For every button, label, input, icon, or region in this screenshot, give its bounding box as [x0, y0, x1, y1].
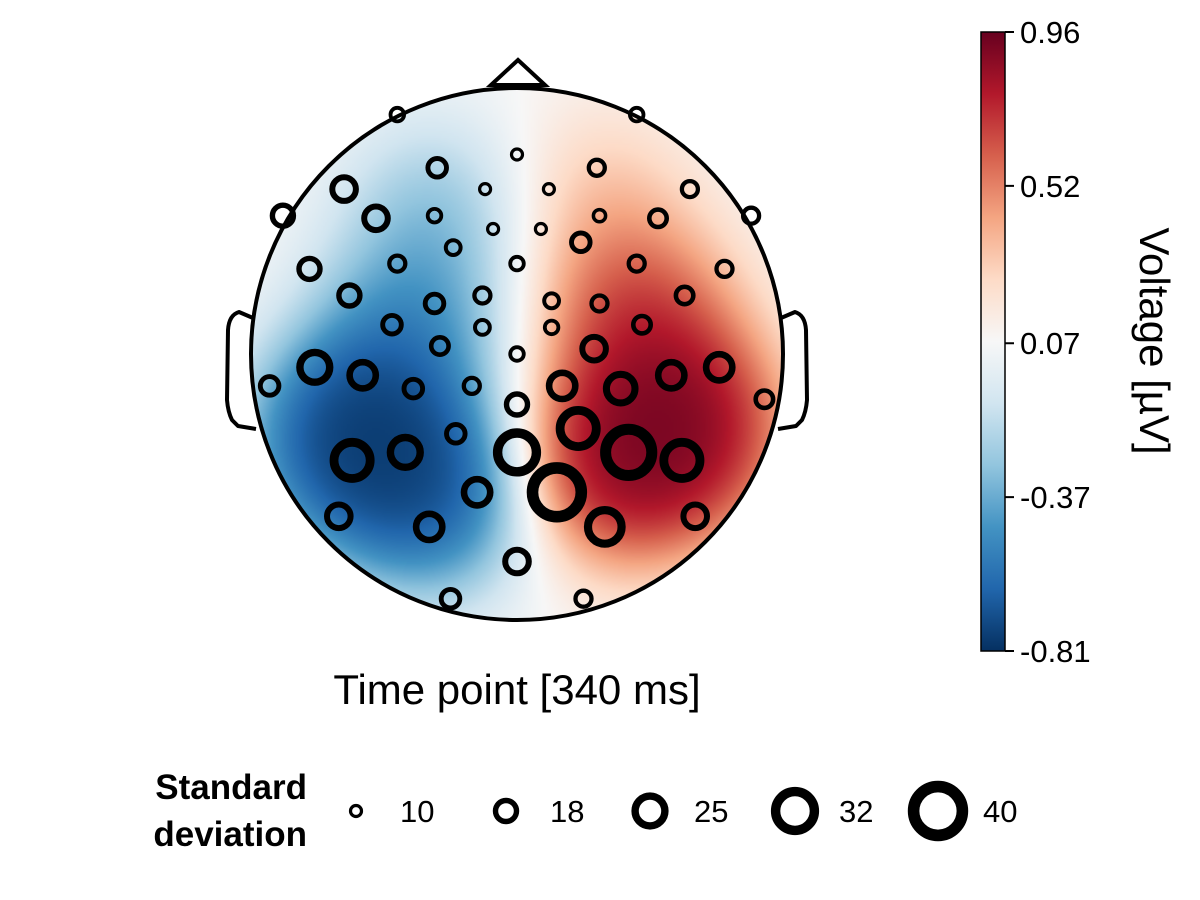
voltage-field — [251, 88, 783, 620]
electrode-marker — [628, 105, 646, 124]
electrode-marker — [324, 501, 354, 532]
colorbar-tick-label: -0.81 — [1020, 634, 1091, 669]
electrode-marker — [388, 105, 407, 124]
right-ear-outline — [777, 310, 809, 431]
electrode-marker — [583, 506, 626, 548]
electrode-marker — [438, 586, 463, 611]
electrode-marker — [486, 221, 501, 237]
electrode-marker — [602, 370, 639, 407]
electrode-marker — [753, 388, 776, 411]
electrode-marker — [257, 374, 282, 398]
legend-marker — [492, 797, 520, 825]
electrode-markers — [257, 105, 776, 611]
electrode-marker — [478, 182, 493, 197]
legend-title-line1: Standard — [155, 768, 307, 807]
electrode-marker — [296, 255, 323, 283]
colorbar-tick-label: -0.37 — [1020, 480, 1091, 515]
electrode-marker — [673, 284, 696, 307]
electrode-marker — [600, 423, 658, 481]
legend-label: 18 — [550, 794, 584, 829]
nose-outline — [485, 57, 551, 87]
electrode-marker — [336, 282, 363, 309]
legend-label: 32 — [839, 794, 873, 829]
electrode-marker — [380, 312, 404, 337]
electrode-marker — [740, 205, 762, 226]
electrode-marker — [508, 254, 526, 273]
electrode-marker — [569, 230, 593, 255]
electrode-marker — [346, 358, 380, 392]
electrode-marker — [646, 207, 669, 230]
electrode-marker — [714, 258, 735, 280]
electrode-marker — [401, 376, 426, 401]
electrode-marker — [542, 318, 561, 337]
voltage-field-image — [251, 88, 783, 620]
electrode-marker — [654, 358, 688, 392]
electrode-marker — [425, 156, 449, 180]
electrode-marker — [591, 207, 608, 224]
legend-label: 40 — [983, 794, 1017, 829]
colorbar-tick-label: 0.07 — [1020, 326, 1080, 361]
legend-marker — [631, 792, 669, 830]
electrode-marker — [412, 510, 446, 544]
colorbar-gradient — [980, 31, 1006, 652]
left-ear-outline — [225, 310, 257, 431]
legend-items: 10 18 25 32 40 — [348, 780, 1017, 842]
colorbar-ticks: 0.96 0.52 0.07 -0.37 -0.81 — [1005, 15, 1091, 669]
electrode-marker — [329, 174, 359, 204]
legend-marker — [348, 803, 364, 819]
electrode-marker — [461, 375, 482, 397]
electrode-marker — [444, 422, 468, 446]
legend-label: 25 — [694, 794, 728, 829]
electrode-marker — [589, 293, 610, 314]
electrode-marker — [555, 405, 601, 451]
colorbar: 0.96 0.52 0.07 -0.37 -0.81 Voltage [µV] — [980, 15, 1178, 669]
electrode-marker — [533, 221, 549, 237]
electrode-marker — [387, 253, 408, 274]
electrode-marker — [443, 238, 463, 258]
electrode-marker — [702, 350, 736, 384]
electrode-marker — [526, 462, 588, 523]
colorbar-label: Voltage [µV] — [1131, 227, 1178, 454]
electrode-marker — [630, 313, 653, 336]
electrode-marker — [679, 178, 701, 200]
electrode-marker — [573, 588, 594, 609]
electrode-marker — [428, 334, 451, 357]
electrode-marker — [503, 391, 531, 418]
electrode-marker — [502, 546, 532, 577]
legend-label: 10 — [400, 794, 434, 829]
head-outline — [249, 86, 785, 622]
electrode-marker — [541, 182, 557, 197]
legend-marker — [770, 786, 820, 836]
electrode-marker — [361, 203, 391, 234]
electrode-marker — [492, 428, 542, 477]
electrode-marker — [460, 475, 494, 509]
electrode-marker — [422, 291, 447, 316]
electrode-marker — [269, 202, 297, 229]
electrode-marker — [472, 285, 493, 306]
electrode-marker — [425, 206, 444, 225]
size-legend: Standard deviation 10 18 25 32 40 — [153, 768, 1017, 854]
electrode-marker — [509, 147, 525, 162]
colorbar-tick-label: 0.52 — [1020, 169, 1080, 204]
electrode-marker — [626, 253, 647, 274]
electrode-marker — [579, 333, 609, 364]
x-axis-label: Time point [340 ms] — [333, 666, 700, 713]
electrode-marker — [659, 437, 705, 483]
legend-marker — [907, 780, 969, 842]
legend-title-line2: deviation — [153, 815, 307, 854]
electrode-marker — [542, 291, 561, 311]
electrode-marker — [296, 348, 334, 386]
electrode-marker — [329, 437, 375, 483]
colorbar-tick-label: 0.96 — [1020, 15, 1080, 50]
electrode-marker — [586, 157, 607, 178]
electrode-marker — [386, 433, 424, 471]
electrode-marker — [545, 369, 579, 403]
electrode-marker — [508, 345, 526, 363]
electrode-marker — [680, 501, 711, 532]
electrode-marker — [473, 318, 492, 337]
